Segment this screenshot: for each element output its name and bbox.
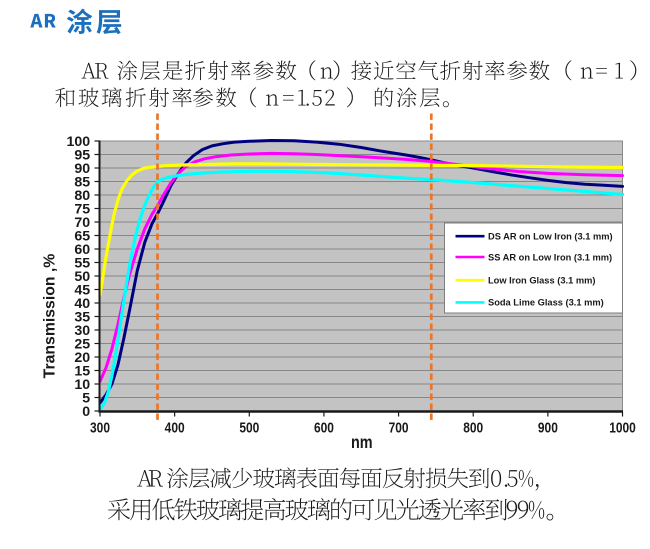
svg-text:100: 100	[67, 134, 91, 150]
svg-text:nm: nm	[351, 434, 373, 452]
svg-text:25: 25	[74, 337, 90, 353]
svg-text:85: 85	[74, 175, 90, 191]
svg-text:35: 35	[74, 310, 90, 326]
svg-text:5: 5	[82, 391, 90, 407]
svg-text:Low Iron Glass (3.1 mm): Low Iron Glass (3.1 mm)	[488, 276, 595, 286]
svg-text:800: 800	[463, 420, 483, 436]
svg-text:75: 75	[74, 202, 90, 218]
svg-text:20: 20	[74, 350, 90, 366]
svg-text:Transmission ,%: Transmission ,%	[42, 254, 59, 379]
svg-text:95: 95	[74, 148, 90, 164]
svg-text:DS AR on Low Iron (3.1 mm): DS AR on Low Iron (3.1 mm)	[488, 232, 613, 242]
svg-text:700: 700	[389, 420, 409, 436]
svg-text:45: 45	[74, 283, 90, 299]
svg-text:SS AR on Low Iron (3.1 mm): SS AR on Low Iron (3.1 mm)	[488, 252, 612, 262]
svg-text:10: 10	[74, 377, 90, 393]
svg-text:500: 500	[239, 420, 259, 436]
svg-text:0: 0	[82, 404, 90, 420]
svg-text:40: 40	[74, 296, 90, 312]
svg-text:55: 55	[74, 256, 90, 272]
svg-text:1000: 1000	[609, 420, 636, 436]
svg-text:90: 90	[74, 161, 90, 177]
svg-text:30: 30	[74, 323, 90, 339]
svg-text:Soda Lime Glass (3.1 mm): Soda Lime Glass (3.1 mm)	[488, 298, 604, 308]
svg-text:70: 70	[74, 215, 90, 231]
svg-text:600: 600	[314, 420, 334, 436]
svg-text:400: 400	[165, 420, 185, 436]
svg-text:50: 50	[74, 269, 90, 285]
svg-text:900: 900	[538, 420, 558, 436]
svg-text:300: 300	[90, 420, 110, 436]
svg-text:60: 60	[74, 242, 90, 258]
svg-text:80: 80	[74, 188, 90, 204]
svg-text:65: 65	[74, 229, 90, 245]
svg-text:15: 15	[74, 364, 90, 380]
